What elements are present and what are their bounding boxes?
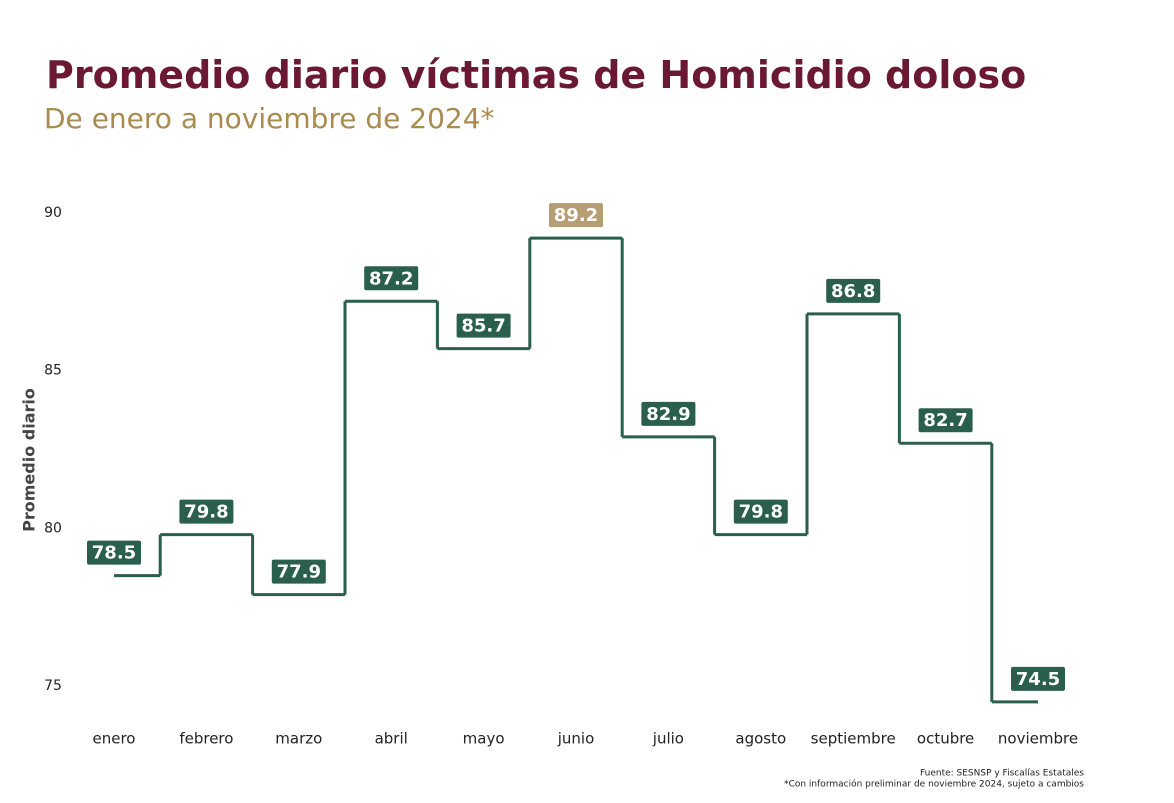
value-label-box	[1009, 664, 1067, 693]
value-label-box	[731, 497, 790, 526]
x-tick-label: enero	[93, 730, 136, 748]
value-label: 86.8	[831, 281, 875, 302]
value-label: 82.7	[923, 410, 967, 431]
x-tick-label: abril	[375, 730, 408, 748]
value-label-box	[177, 497, 236, 526]
value-label: 85.7	[461, 316, 505, 337]
x-tick-label: julio	[652, 730, 684, 748]
value-label-box	[547, 201, 605, 230]
source: Fuente: SESNSP y Fiscalías Estatales	[920, 769, 1084, 779]
value-label: 74.5	[1016, 669, 1060, 690]
y-tick-label: 90	[44, 205, 62, 221]
chart-subtitle: De enero a noviembre de 2024*	[44, 102, 495, 135]
value-label-box	[824, 276, 883, 305]
y-tick-label: 75	[44, 678, 62, 694]
y-axis-label: Promedio diario	[20, 388, 39, 532]
value-label-box	[269, 557, 328, 586]
x-tick-label: septiembre	[811, 730, 896, 748]
value-label-box	[639, 399, 698, 428]
y-tick-label: 80	[44, 520, 62, 536]
x-tick-label: febrero	[179, 730, 233, 748]
note: *Con información preliminar de noviembre…	[784, 779, 1084, 790]
value-label: 78.5	[92, 543, 136, 564]
value-label: 79.8	[184, 502, 228, 523]
value-label-box	[85, 538, 143, 567]
value-label-box	[362, 264, 421, 293]
x-tick-label: octubre	[917, 730, 974, 748]
x-tick-label: agosto	[735, 730, 786, 748]
chart-title: Promedio diario víctimas de Homicidio do…	[46, 53, 1026, 97]
value-label: 89.2	[554, 205, 598, 226]
value-label: 79.8	[739, 502, 783, 523]
x-tick-label: marzo	[275, 730, 322, 748]
y-tick-label: 85	[44, 363, 62, 379]
value-label: 77.9	[277, 562, 321, 583]
value-label: 87.2	[369, 268, 413, 289]
value-label-box	[916, 406, 975, 435]
x-tick-label: junio	[557, 730, 595, 748]
x-tick-label: noviembre	[998, 730, 1078, 748]
x-tick-label: mayo	[463, 730, 505, 748]
value-label-box	[454, 311, 513, 340]
value-label: 82.9	[646, 404, 690, 425]
